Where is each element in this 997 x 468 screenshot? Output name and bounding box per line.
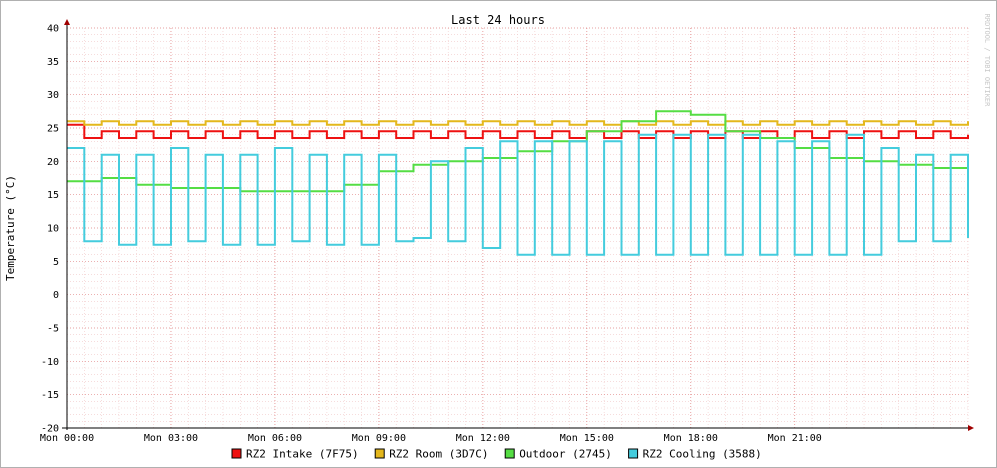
y-axis-arrow [64,19,70,25]
y-tick-label: 30 [47,90,59,101]
legend-swatch-4 [628,448,639,459]
y-tick-label: -10 [41,357,59,368]
x-tick-label: Mon 21:00 [768,433,822,444]
x-tick-label: Mon 06:00 [248,433,302,444]
y-axis-label: Temperature (°C) [4,175,17,281]
y-tick-label: 5 [53,257,59,268]
y-tick-label: 35 [47,57,59,68]
legend-swatch-3 [504,448,515,459]
x-tick-label: Mon 12:00 [456,433,510,444]
legend-swatch-2 [374,448,385,459]
legend-label-2: RZ2 Room (3D7C) [389,448,488,461]
x-axis-arrow [968,425,974,431]
x-tick-label: Mon 15:00 [560,433,614,444]
y-tick-label: -5 [47,324,59,335]
legend-label-1: RZ2 Intake (7F75) [246,448,359,461]
legend: RZ2 Intake (7F75) RZ2 Room (3D7C) Outdoor … [231,448,762,461]
y-tick-label: 20 [47,157,59,168]
x-tick-label: Mon 18:00 [664,433,718,444]
legend-swatch-1 [231,448,242,459]
x-axis-ticks: Mon 00:00 Mon 03:00 Mon 06:00 Mon 09:00 Mon … [40,433,822,444]
x-tick-label: Mon 00:00 [40,433,94,444]
series-line-2 [67,120,969,126]
legend-label-3: Outdoor (2745) [519,448,612,461]
x-tick-label: Mon 03:00 [144,433,198,444]
x-tick-label: Mon 09:00 [352,433,406,444]
legend-label-4: RZ2 Cooling (3588) [643,448,762,461]
y-tick-label: 25 [47,124,59,135]
y-tick-label: -20 [41,424,59,435]
y-axis-ticks: 40 35 30 25 20 15 10 5 0 -5 -10 -15 -20 [41,24,59,435]
series-line-4 [67,133,969,256]
series-lines [67,110,969,256]
axes [62,19,974,431]
chart-title: Last 24 hours [451,13,545,27]
y-tick-label: 40 [47,24,59,35]
y-tick-label: -15 [41,390,59,401]
y-tick-label: 15 [47,190,59,201]
series-line-1 [67,123,969,139]
y-tick-label: 0 [53,290,59,301]
watermark: RRDTOOL / TOBI OETIKER [983,14,991,108]
y-tick-label: 10 [47,224,59,235]
